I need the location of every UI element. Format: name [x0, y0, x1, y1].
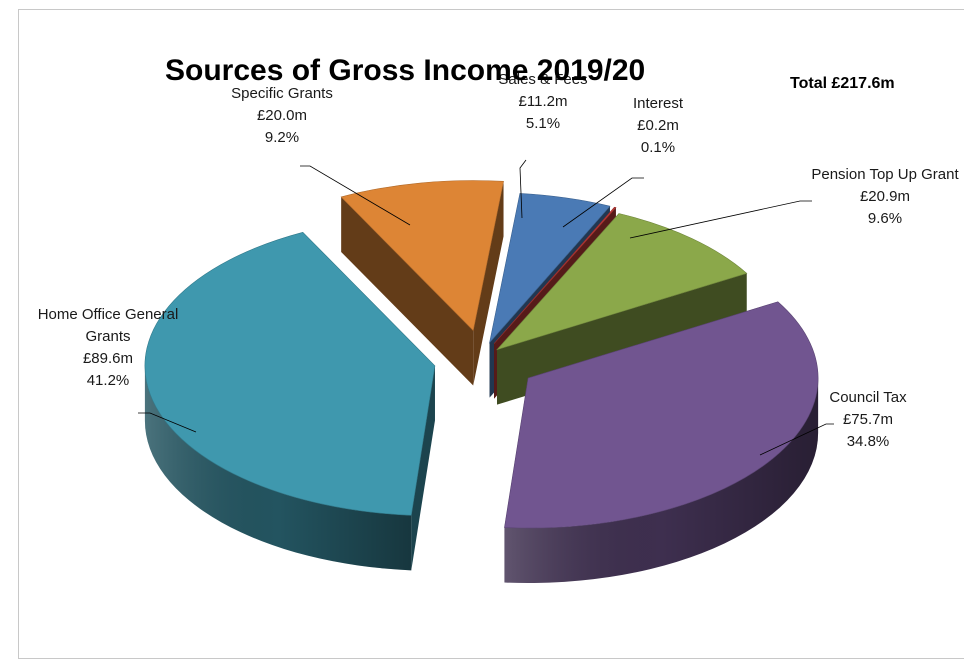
slice-wall-4-0 — [411, 365, 435, 571]
leader-line-0 — [519, 159, 527, 219]
slice-wall-5-1 — [473, 181, 504, 386]
slice-label-3-line-0: Council Tax — [829, 389, 907, 406]
slice-top-5 — [340, 180, 504, 332]
slice-label-0-line-2: 5.1% — [526, 115, 560, 132]
slice-label-2-line-1: £20.9m — [860, 188, 910, 205]
slice-label-1-line-2: 0.1% — [641, 139, 675, 156]
slice-top-3 — [504, 301, 819, 529]
leader-line-2 — [629, 200, 812, 239]
slice-label-1-line-1: £0.2m — [637, 117, 679, 134]
pie-chart: Sales & Fees £11.2m 5.1% Interest £0.2m 0.1% P… — [38, 54, 960, 584]
slice-rim-shade-3-0 — [504, 378, 819, 584]
leader-lines — [138, 159, 834, 456]
slice-rim-shade-4-0 — [144, 365, 412, 571]
slice-tops — [144, 180, 819, 529]
slice-top-1 — [493, 206, 617, 344]
slice-label-2-line-0: Pension Top Up Grant — [811, 166, 959, 183]
slice-label-0-line-0: Sales & Fees — [498, 71, 587, 88]
slice-label-5-line-0: Specific Grants — [231, 85, 333, 102]
slice-top-2 — [496, 213, 748, 351]
leader-line-5 — [300, 165, 411, 226]
slice-label-3-line-2: 34.8% — [847, 433, 890, 450]
slice-label-1-line-0: Interest — [633, 95, 684, 112]
leader-line-4 — [138, 412, 197, 433]
leader-line-1 — [562, 177, 644, 228]
slice-top-0 — [489, 193, 611, 344]
slice-top-4 — [144, 231, 436, 516]
slice-label-5-line-1: £20.0m — [257, 107, 307, 124]
slice-label-3-line-1: £75.7m — [843, 411, 893, 428]
slice-label-4-line-1: Grants — [85, 328, 130, 345]
slice-wall-5-0 — [341, 196, 474, 386]
chart-title: Sources of Gross Income 2019/20 — [165, 54, 645, 87]
slice-label-4-line-0: Home Office General — [38, 306, 179, 323]
chart-total: Total £217.6m — [790, 75, 895, 92]
slice-label-2-line-2: 9.6% — [868, 210, 902, 227]
slice-label-5-line-2: 9.2% — [265, 129, 299, 146]
leader-line-3 — [759, 423, 834, 456]
slice-label-4-line-3: 41.2% — [87, 372, 130, 389]
slice-labels: Sales & Fees £11.2m 5.1% Interest £0.2m 0.1% P… — [38, 71, 960, 450]
slice-label-4-line-2: £89.6m — [83, 350, 133, 367]
slice-label-0-line-1: £11.2m — [519, 93, 568, 110]
